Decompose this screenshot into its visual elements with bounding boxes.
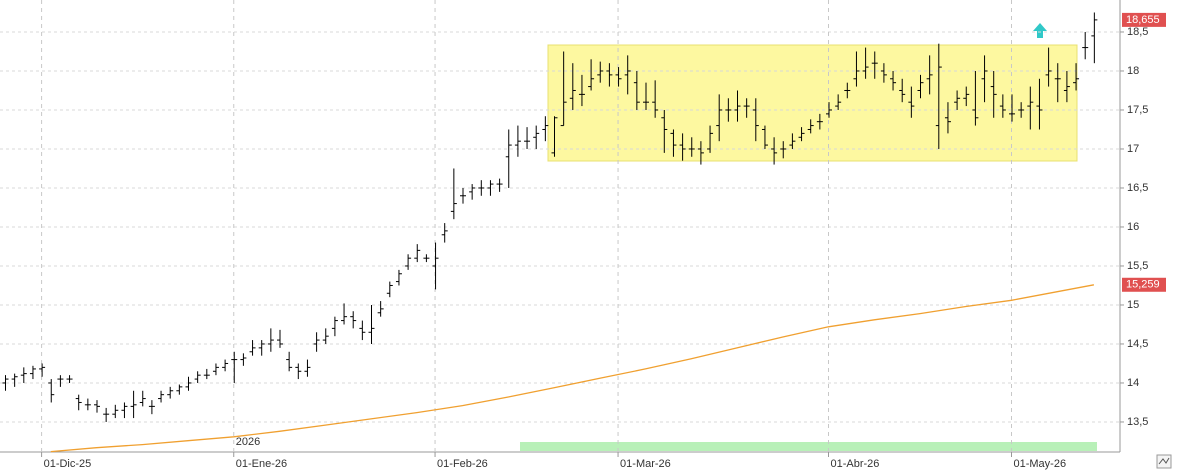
y-tick-label: 13,5 <box>1127 416 1148 428</box>
settings-icon-glyph <box>1158 457 1170 465</box>
y-tick-label: 18 <box>1127 65 1139 77</box>
y-tick-label: 17 <box>1127 143 1139 155</box>
signal-band <box>520 442 1097 451</box>
x-tick-label: 01-Feb-26 <box>437 458 488 470</box>
y-tick-label: 16 <box>1127 221 1139 233</box>
y-tick-label: 18,5 <box>1127 26 1148 38</box>
moving-average <box>50 284 1095 453</box>
y-tick-label: 14 <box>1127 377 1139 389</box>
price-tag <box>1122 277 1166 292</box>
x-tick-label: 01-Dic-25 <box>44 458 92 470</box>
x-tick-label: 01-Mar-26 <box>620 458 671 470</box>
y-tick-label: 15,5 <box>1127 260 1148 272</box>
year-label: 2026 <box>236 436 260 448</box>
y-tick-label: 16,5 <box>1127 182 1148 194</box>
settings-icon[interactable] <box>1156 454 1172 469</box>
x-tick-label: 01-May-26 <box>1014 458 1067 470</box>
x-tick-label: 01-Ene-26 <box>236 458 287 470</box>
y-tick-label: 15 <box>1127 299 1139 311</box>
price-tag-label: 18,655 <box>1126 14 1160 26</box>
y-tick-label: 17,5 <box>1127 104 1148 116</box>
price-tag-label: 15,259 <box>1126 279 1160 291</box>
y-tick-label: 14,5 <box>1127 338 1148 350</box>
range-box <box>547 44 1078 162</box>
up-arrow <box>1033 23 1047 38</box>
price-tag <box>1122 12 1166 27</box>
x-tick-label: 01-Abr-26 <box>831 458 880 470</box>
